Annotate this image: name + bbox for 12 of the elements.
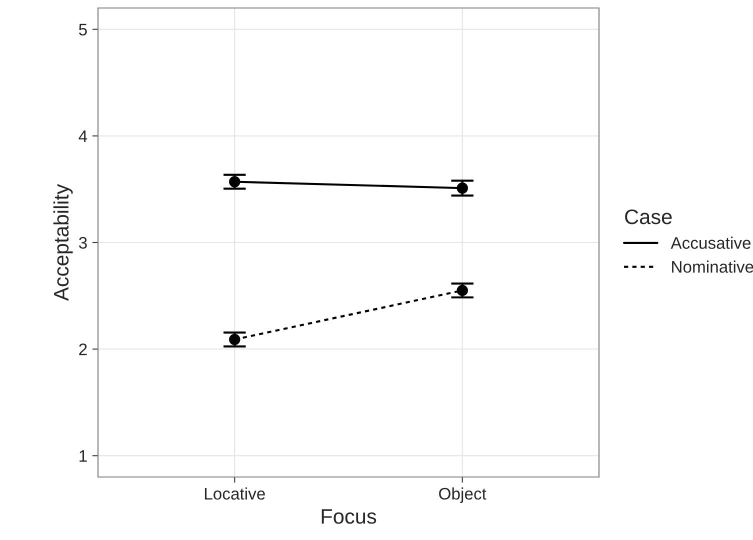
legend-title: Case: [625, 209, 672, 224]
y-tick-label: 3: [78, 236, 87, 249]
x-axis-title: Focus: [322, 509, 376, 524]
y-tick-label: 5: [78, 24, 87, 36]
y-axis-title: Acceptability: [53, 184, 73, 301]
legend-label: Accusative: [670, 236, 751, 249]
y-tick-label: 2: [79, 343, 87, 356]
y-tick-label: 4: [78, 130, 88, 142]
y-tick-label: 1: [80, 450, 87, 462]
x-tick-label: Locative: [204, 487, 265, 500]
x-tick-label: Object: [439, 487, 486, 503]
legend-label: Nominative: [672, 260, 753, 273]
